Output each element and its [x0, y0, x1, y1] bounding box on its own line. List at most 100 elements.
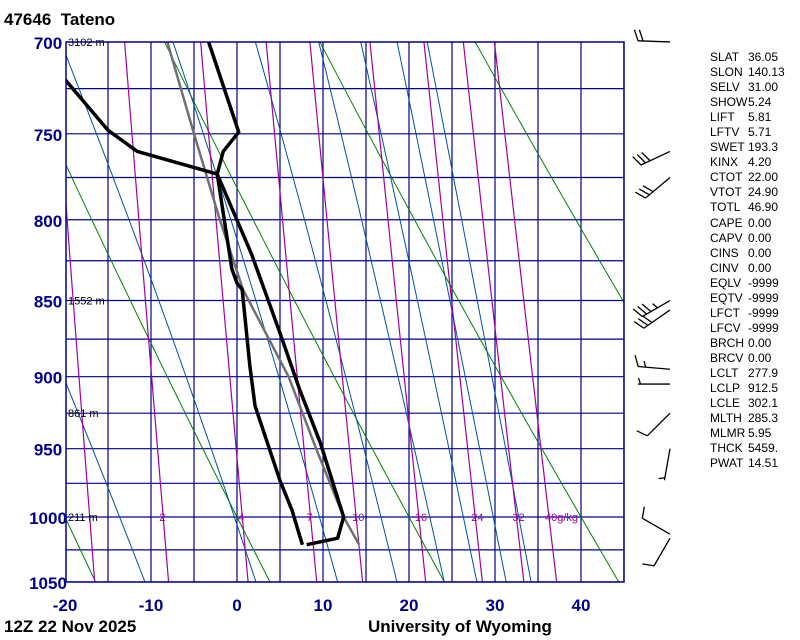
wind-barb-flag — [635, 191, 646, 199]
wind-barb-shaft — [641, 299, 671, 318]
stat-value: 5.71 — [748, 125, 772, 140]
wind-barb-shaft — [643, 309, 671, 329]
dry-adiabat — [319, 42, 620, 582]
temperature-tick-label: 10 — [314, 596, 333, 615]
wind-barb-shaft — [637, 40, 671, 43]
pressure-tick-label: 950 — [34, 441, 62, 460]
wind-barb-flag — [632, 156, 642, 166]
wind-barb-flag — [636, 430, 648, 437]
wind-barb-shaft — [640, 150, 671, 166]
stat-row: LCLT 277.9 — [710, 366, 785, 381]
stat-row: SHOW5.24 — [710, 95, 785, 110]
mixing-ratio-line — [66, 197, 96, 582]
stat-key: LCLE — [710, 396, 741, 411]
stat-key: SLON — [710, 65, 743, 80]
wind-barb-flag — [641, 506, 645, 519]
stat-value: 46.90 — [748, 200, 779, 215]
stat-key: CAPE — [710, 215, 743, 230]
stat-value: 36.05 — [748, 50, 779, 64]
stat-row: SLON 140.13 — [710, 65, 785, 80]
temperature-tick-label: 20 — [400, 596, 419, 615]
temperature-tick-label: 30 — [486, 596, 505, 615]
height-label: 1552 m — [68, 296, 105, 308]
wind-barb-half — [658, 477, 665, 480]
stat-key: MLMR — [710, 426, 746, 441]
stat-row: LCLP 912.5 — [710, 381, 785, 396]
stat-value: 0.00 — [748, 335, 772, 350]
wind-barb-flag — [638, 188, 650, 196]
mixing-ratio-line — [309, 42, 364, 582]
stat-key: LFCV — [710, 320, 741, 335]
temperature-tick-label: -10 — [139, 596, 164, 615]
moist-adiabat — [172, 42, 339, 582]
pressure-tick-label: 1050 — [29, 574, 67, 593]
stat-key: CTOT — [710, 170, 743, 185]
stat-row: CTOT 22.00 — [710, 170, 785, 185]
stat-row: SELV 31.00 — [710, 80, 785, 95]
mixing-ratio-label: 16 — [415, 512, 427, 524]
stat-row: MLMR 5.95 — [710, 426, 785, 441]
stat-value: 912.5 — [748, 381, 779, 396]
wind-barb-flag — [632, 308, 643, 318]
wind-barb — [632, 150, 671, 166]
wind-barb-flag — [638, 29, 644, 42]
stat-key: BRCV — [710, 350, 744, 365]
stat-row: SWET 193.3 — [710, 140, 785, 155]
moist-adiabat — [360, 42, 478, 582]
pressure-tick-label: 800 — [34, 212, 62, 231]
stat-value: 277.9 — [748, 365, 779, 380]
stat-value: 22.00 — [748, 170, 779, 185]
stat-row: LCLE 302.1 — [710, 396, 785, 411]
stat-row: EQLV -9999 — [710, 276, 785, 291]
moist-adiabat — [318, 42, 445, 582]
mixing-ratio-line — [493, 42, 558, 582]
stat-row: KINX 4.20 — [710, 155, 785, 170]
stat-key: LIFT — [710, 110, 735, 125]
stat-key: SELV — [710, 80, 740, 95]
stability-indices-panel: SLAT 36.05 SLON 140.13 SELV 31.00 SHOW5.24 LIFT… — [710, 50, 785, 471]
stat-value: 302.1 — [748, 396, 779, 411]
dewpoint-profile — [66, 78, 305, 546]
stat-value: 193.3 — [748, 140, 779, 155]
stat-value: -9999 — [748, 275, 779, 290]
moist-adiabat — [66, 53, 257, 582]
stat-key: TOTL — [710, 200, 741, 215]
stat-value: 5.81 — [748, 110, 772, 125]
mixing-ratio-label: 2 — [159, 512, 165, 524]
pressure-tick-label: 700 — [34, 34, 62, 53]
height-label: 211 m — [68, 512, 98, 524]
stat-value: 31.00 — [748, 80, 779, 95]
stat-row: CINS 0.00 — [710, 246, 785, 261]
stat-value: 5.95 — [748, 426, 772, 441]
stat-key: BRCH — [710, 335, 745, 350]
stat-value: 0.00 — [748, 350, 772, 365]
height-label: 3102 m — [68, 37, 105, 49]
stat-row: LFCV -9999 — [710, 321, 785, 336]
wind-barb-half — [652, 303, 658, 309]
moist-adiabat — [426, 42, 532, 582]
stat-key: SLAT — [710, 50, 740, 64]
dry-adiabat — [163, 42, 445, 582]
pressure-tick-label: 850 — [34, 293, 62, 312]
wind-barb-flag — [637, 306, 648, 315]
mixing-ratio-label: 32 — [512, 512, 524, 524]
wind-barb — [641, 506, 671, 535]
stat-key: THCK — [710, 441, 743, 456]
wind-barb — [637, 377, 670, 385]
wind-barb-shaft — [663, 448, 671, 481]
mixing-ratio-line — [462, 42, 525, 582]
wind-barb — [635, 176, 671, 199]
wind-barb-flag — [633, 29, 639, 42]
wind-barb — [634, 354, 671, 370]
mixing-ratio-line — [265, 42, 318, 582]
wind-barb — [632, 299, 671, 318]
wind-barb-flag — [641, 152, 651, 162]
stat-value: 5.24 — [748, 95, 772, 110]
pressure-tick-label: 1000 — [29, 509, 67, 528]
plot-border — [65, 41, 625, 583]
wind-barb — [658, 448, 671, 481]
wind-barb-shaft — [646, 412, 671, 437]
observation-time: 12Z 22 Nov 2025 — [4, 617, 137, 636]
stat-key: KINX — [710, 155, 739, 170]
moist-adiabat — [66, 381, 146, 582]
